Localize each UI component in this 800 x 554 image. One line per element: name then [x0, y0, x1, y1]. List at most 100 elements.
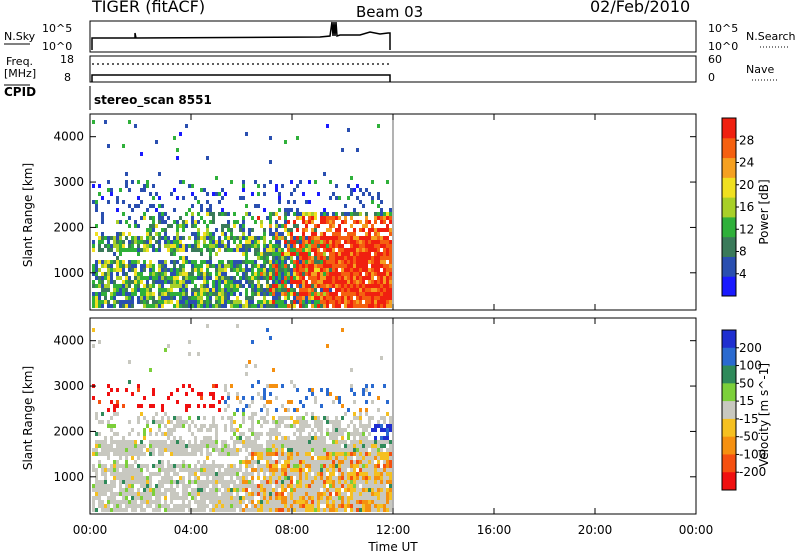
- echo-cell: [128, 304, 131, 308]
- echo-cell: [230, 268, 233, 272]
- echo-cell: [149, 236, 152, 240]
- echo-cell: [230, 280, 233, 284]
- echo-cell: [341, 272, 344, 276]
- echo-cell: [200, 208, 203, 212]
- echo-cell: [302, 424, 305, 428]
- echo-cell: [245, 508, 248, 512]
- echo-cell: [107, 236, 110, 240]
- echo-cell: [296, 280, 299, 284]
- echo-cell: [374, 264, 377, 268]
- echo-cell: [290, 380, 293, 384]
- echo-cell: [269, 260, 272, 264]
- echo-cell: [386, 296, 389, 300]
- echo-cell: [110, 416, 113, 420]
- echo-cell: [377, 488, 380, 492]
- echo-cell: [386, 228, 389, 232]
- echo-cell: [362, 264, 365, 268]
- echo-cell: [167, 268, 170, 272]
- echo-cell: [110, 296, 113, 300]
- echo-cell: [329, 480, 332, 484]
- echo-cell: [314, 488, 317, 492]
- echo-cell: [350, 476, 353, 480]
- echo-cell: [311, 296, 314, 300]
- echo-cell: [365, 260, 368, 264]
- echo-cell: [344, 304, 347, 308]
- echo-cell: [182, 268, 185, 272]
- y-tick-label: 1000: [53, 470, 84, 484]
- echo-cell: [356, 476, 359, 480]
- echo-cell: [95, 448, 98, 452]
- echo-cell: [230, 464, 233, 468]
- echo-cell: [386, 424, 389, 428]
- echo-cell: [368, 420, 371, 424]
- time-axis: 00:00 04:00 08:00 12:00 16:00 20:00 00:00: [73, 114, 713, 537]
- echo-cell: [344, 236, 347, 240]
- echo-cell: [158, 244, 161, 248]
- echo-cell: [149, 504, 152, 508]
- echo-cell: [293, 492, 296, 496]
- echo-cell: [362, 240, 365, 244]
- echo-cell: [173, 280, 176, 284]
- echo-cell: [299, 296, 302, 300]
- echo-cell: [119, 300, 122, 304]
- echo-cell: [314, 476, 317, 480]
- echo-cell: [281, 276, 284, 280]
- echo-cell: [200, 472, 203, 476]
- echo-cell: [131, 452, 134, 456]
- echo-cell: [116, 468, 119, 472]
- echo-cell: [113, 424, 116, 428]
- echo-cell: [284, 212, 287, 216]
- echo-cell: [278, 496, 281, 500]
- echo-cell: [266, 412, 269, 416]
- echo-cell: [182, 260, 185, 264]
- echo-cell: [257, 380, 260, 384]
- echo-cell: [134, 440, 137, 444]
- echo-cell: [296, 428, 299, 432]
- echo-cell: [236, 484, 239, 488]
- echo-cell: [311, 264, 314, 268]
- echo-cell: [290, 480, 293, 484]
- echo-cell: [203, 460, 206, 464]
- echo-cell: [296, 264, 299, 268]
- echo-cell: [119, 288, 122, 292]
- echo-cell: [155, 464, 158, 468]
- echo-cell: [389, 228, 392, 232]
- echo-cell: [155, 248, 158, 252]
- echo-cell: [368, 424, 371, 428]
- echo-cell: [302, 220, 305, 224]
- echo-cell: [302, 292, 305, 296]
- echo-cell: [305, 508, 308, 512]
- echo-cell: [200, 300, 203, 304]
- echo-cell: [197, 508, 200, 512]
- echo-cell: [260, 492, 263, 496]
- echo-cell: [158, 220, 161, 224]
- echo-cell: [389, 212, 392, 216]
- echo-cell: [191, 508, 194, 512]
- echo-cell: [344, 456, 347, 460]
- echo-cell: [218, 300, 221, 304]
- echo-cell: [371, 488, 374, 492]
- echo-cell: [296, 284, 299, 288]
- echo-cell: [332, 304, 335, 308]
- echo-cell: [218, 468, 221, 472]
- echo-cell: [146, 296, 149, 300]
- echo-cell: [188, 280, 191, 284]
- echo-cell: [146, 504, 149, 508]
- echo-cell: [224, 400, 227, 404]
- echo-cell: [158, 264, 161, 268]
- echo-cell: [272, 488, 275, 492]
- echo-cell: [131, 476, 134, 480]
- echo-cell: [203, 244, 206, 248]
- echo-cell: [329, 300, 332, 304]
- echo-cell: [152, 284, 155, 288]
- echo-cell: [212, 244, 215, 248]
- echo-cell: [164, 500, 167, 504]
- echo-cell: [290, 300, 293, 304]
- echo-cell: [98, 500, 101, 504]
- echo-cell: [272, 288, 275, 292]
- echo-cell: [194, 232, 197, 236]
- colorbar-segment: [722, 418, 736, 438]
- echo-cell: [158, 488, 161, 492]
- echo-cell: [353, 428, 356, 432]
- echo-cell: [338, 260, 341, 264]
